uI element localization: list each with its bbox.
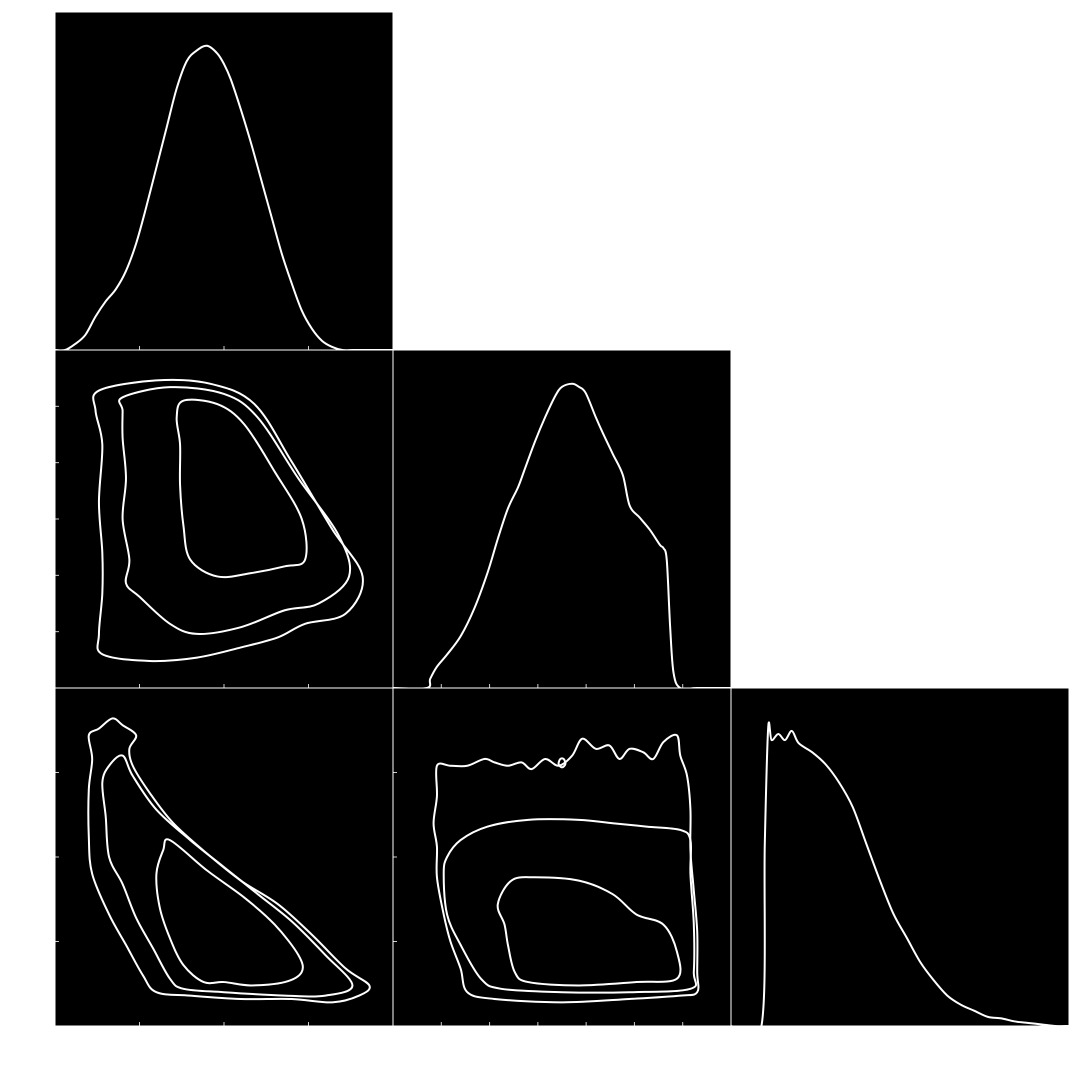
panel-p00: [54, 11, 394, 352]
contour-level-2: [442, 818, 698, 994]
panel-frame: [730, 687, 1070, 1027]
contour-level-1: [92, 378, 364, 663]
contour-level-1: [432, 733, 700, 1004]
marginal-curve: [54, 44, 393, 352]
contour-level-1: [87, 717, 371, 1004]
contour-level-2: [118, 386, 352, 635]
contour-level-3: [496, 876, 682, 987]
panel-p20: [54, 687, 394, 1027]
contour-level-2: [101, 754, 354, 998]
marginal-curve: [392, 382, 731, 691]
marginal-curve: [730, 721, 1070, 1041]
panel-p21: [392, 687, 732, 1027]
contour-level-3: [155, 838, 304, 987]
contour-level-3: [175, 398, 308, 579]
panel-background: [55, 688, 393, 1026]
panel-p11: [392, 349, 732, 691]
panel-background: [55, 350, 393, 688]
panel-background: [731, 688, 1069, 1026]
panel-background: [393, 350, 731, 688]
panel-p10: [54, 349, 394, 689]
contour-level-4: [557, 757, 567, 769]
panel-p22: [730, 687, 1070, 1041]
panel-background: [393, 688, 731, 1026]
